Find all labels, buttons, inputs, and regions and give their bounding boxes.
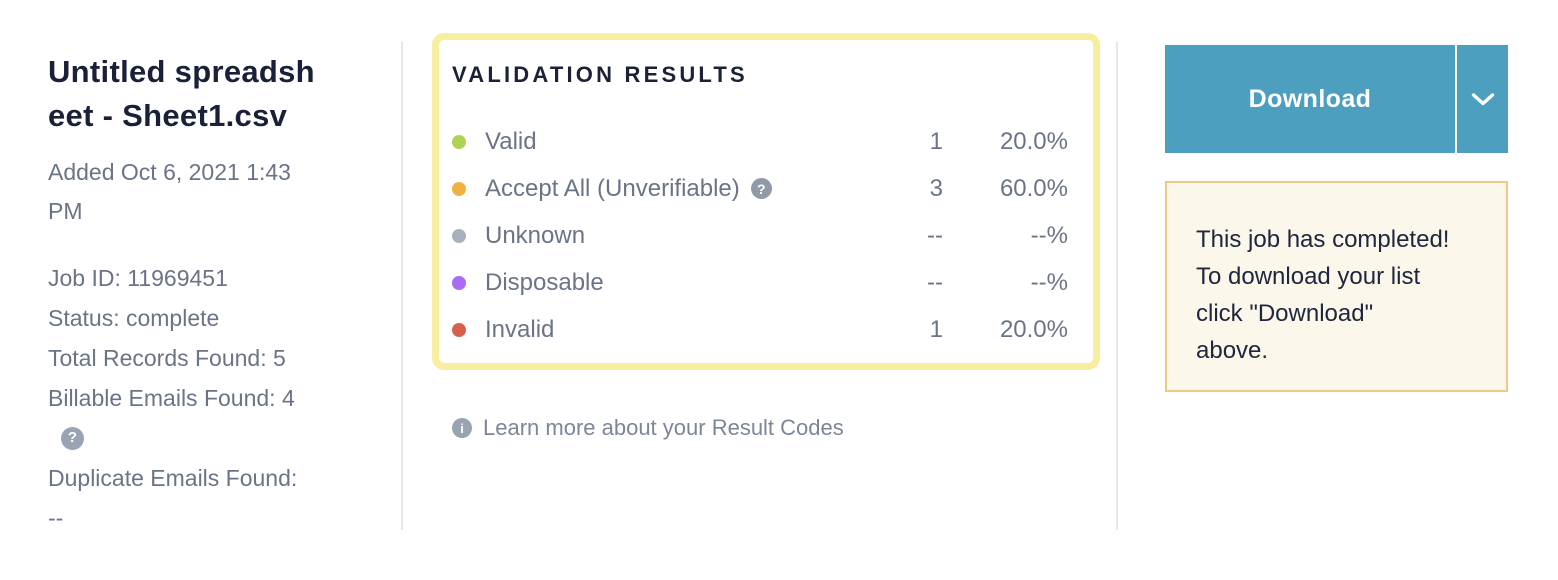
job-meta: Job ID: 11969451 Status: complete Total … (48, 258, 380, 538)
column-divider-left (401, 42, 403, 530)
validation-row-invalid: Invalid 1 20.0% (452, 306, 1068, 353)
download-split-button: Download (1165, 45, 1508, 153)
completion-notice: This job has completed! To download your… (1165, 181, 1508, 392)
notice-line-4: above. (1196, 337, 1269, 364)
download-button-divider (1455, 45, 1457, 153)
disposable-dot-icon (452, 275, 466, 290)
total-records-found: Total Records Found: 5 (48, 345, 286, 371)
unknown-label: Unknown (485, 221, 586, 249)
duplicate-emails-value: -- (48, 505, 64, 531)
disposable-label: Disposable (485, 268, 604, 296)
validation-row-accept-all: Accept All (Unverifiable) ? 3 60.0% (452, 165, 1068, 212)
accept-all-label: Accept All (Unverifiable) (485, 174, 740, 202)
chevron-down-icon (1471, 92, 1494, 105)
download-options-button[interactable] (1457, 45, 1508, 153)
valid-dot-icon (452, 134, 466, 149)
accept-all-help-icon[interactable]: ? (750, 178, 772, 199)
accept-all-dot-icon (452, 181, 466, 196)
duplicate-emails-label: Duplicate Emails Found: (48, 465, 298, 491)
validation-rows: Valid 1 20.0% Accept All (Unverifiable) … (452, 118, 1068, 353)
download-button-label: Download (1248, 84, 1372, 113)
validation-row-unknown: Unknown -- --% (452, 212, 1068, 259)
notice-line-1: This job has completed! (1196, 226, 1450, 253)
info-icon: i (452, 418, 472, 438)
unknown-dot-icon (452, 228, 466, 243)
invalid-percent: 20.0% (999, 315, 1068, 343)
column-divider-right (1116, 42, 1118, 530)
invalid-count: 1 (929, 315, 943, 343)
learn-more-text: Learn more about your Result Codes (483, 415, 844, 440)
job-added-date: Added Oct 6, 2021 1:43 PM (48, 153, 380, 231)
billable-emails-found: Billable Emails Found: 4 (48, 385, 295, 411)
valid-count: 1 (929, 127, 943, 155)
unknown-count: -- (927, 221, 943, 249)
job-id: Job ID: 11969451 (48, 265, 228, 291)
disposable-count: -- (927, 268, 943, 296)
job-summary-panel: Untitled spreadsh eet - Sheet1.csv Added … (48, 50, 380, 538)
invalid-label: Invalid (485, 315, 555, 343)
job-title-line1: Untitled spreadsh (48, 54, 315, 89)
validation-row-valid: Valid 1 20.0% (452, 118, 1068, 165)
billable-help-line: ? (48, 418, 380, 458)
download-button[interactable]: Download (1165, 45, 1455, 153)
invalid-dot-icon (452, 322, 466, 337)
accept-all-percent: 60.0% (999, 174, 1068, 202)
unknown-percent: --% (1030, 221, 1068, 249)
validation-results-panel: VALIDATION RESULTS Valid 1 20.0% Accept … (432, 33, 1100, 370)
valid-percent: 20.0% (999, 127, 1068, 155)
accept-all-count: 3 (929, 174, 943, 202)
notice-line-2: To download your list (1196, 263, 1421, 290)
valid-label: Valid (485, 127, 537, 155)
learn-more-link[interactable]: i Learn more about your Result Codes (452, 415, 844, 441)
validation-row-disposable: Disposable -- --% (452, 259, 1068, 306)
job-added-line1: Added Oct 6, 2021 1:43 (48, 159, 291, 185)
disposable-percent: --% (1030, 268, 1068, 296)
job-added-line2: PM (48, 198, 83, 224)
notice-line-3: click "Download" (1196, 300, 1374, 327)
question-mark-icon[interactable]: ? (61, 426, 84, 450)
validation-results-heading: VALIDATION RESULTS (452, 62, 748, 87)
job-status: Status: complete (48, 305, 220, 331)
job-title: Untitled spreadsh eet - Sheet1.csv (48, 50, 380, 138)
job-title-line2: eet - Sheet1.csv (48, 98, 288, 133)
